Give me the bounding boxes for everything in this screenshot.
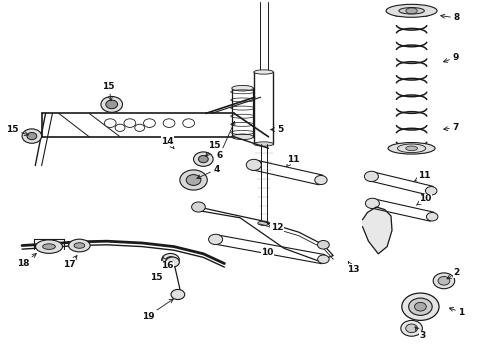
Text: 15: 15	[149, 263, 168, 282]
Ellipse shape	[232, 85, 253, 91]
Text: 15: 15	[6, 125, 28, 136]
Circle shape	[166, 257, 179, 267]
Circle shape	[135, 124, 145, 131]
Circle shape	[318, 240, 329, 249]
Text: 11: 11	[415, 171, 430, 181]
Ellipse shape	[22, 129, 42, 143]
Text: 14: 14	[161, 136, 174, 148]
Ellipse shape	[438, 276, 450, 285]
Ellipse shape	[415, 302, 426, 311]
Ellipse shape	[43, 244, 55, 249]
Circle shape	[115, 124, 125, 131]
Text: 15: 15	[102, 82, 115, 101]
Text: 16: 16	[161, 257, 174, 270]
Text: 11: 11	[287, 154, 299, 166]
Ellipse shape	[36, 240, 63, 253]
Circle shape	[425, 186, 437, 195]
Text: 7: 7	[444, 123, 459, 132]
Ellipse shape	[409, 298, 432, 315]
Ellipse shape	[27, 132, 37, 140]
Ellipse shape	[386, 4, 437, 17]
Text: 6: 6	[217, 121, 235, 160]
Text: 4: 4	[197, 165, 220, 179]
Circle shape	[144, 119, 155, 127]
Circle shape	[401, 320, 422, 336]
Text: 12: 12	[268, 223, 283, 232]
Circle shape	[192, 202, 205, 212]
Ellipse shape	[433, 273, 455, 289]
Circle shape	[318, 255, 329, 264]
Ellipse shape	[186, 175, 201, 185]
Ellipse shape	[388, 143, 435, 154]
Text: 17: 17	[63, 256, 77, 269]
Circle shape	[426, 212, 438, 221]
Ellipse shape	[402, 293, 439, 320]
Ellipse shape	[258, 221, 270, 225]
Circle shape	[124, 119, 136, 127]
Ellipse shape	[106, 100, 118, 109]
Circle shape	[183, 119, 195, 127]
Ellipse shape	[406, 8, 417, 14]
Text: 15: 15	[206, 141, 221, 156]
Circle shape	[104, 119, 116, 127]
Circle shape	[246, 159, 261, 170]
Text: 1: 1	[449, 307, 465, 317]
Ellipse shape	[254, 142, 273, 146]
Circle shape	[365, 171, 378, 181]
Ellipse shape	[69, 239, 90, 252]
Polygon shape	[363, 207, 392, 254]
Ellipse shape	[74, 243, 85, 248]
Ellipse shape	[198, 156, 208, 163]
Text: 13: 13	[346, 262, 359, 274]
Ellipse shape	[166, 257, 175, 263]
Circle shape	[163, 119, 175, 127]
Ellipse shape	[406, 146, 417, 150]
Text: 10: 10	[416, 194, 432, 205]
Text: 8: 8	[441, 13, 460, 22]
Circle shape	[366, 198, 379, 208]
Circle shape	[315, 175, 327, 185]
Circle shape	[171, 289, 185, 300]
Text: 19: 19	[142, 299, 173, 320]
Text: 2: 2	[447, 269, 460, 279]
Text: 10: 10	[261, 248, 274, 257]
Circle shape	[406, 324, 417, 333]
Ellipse shape	[194, 152, 213, 166]
Text: 18: 18	[17, 253, 36, 268]
Ellipse shape	[162, 253, 179, 266]
Text: 3: 3	[415, 327, 425, 340]
Ellipse shape	[399, 8, 424, 14]
Text: 5: 5	[271, 125, 283, 134]
Ellipse shape	[232, 134, 253, 140]
Ellipse shape	[180, 170, 207, 190]
Ellipse shape	[254, 70, 273, 74]
Circle shape	[209, 234, 222, 244]
Text: 9: 9	[443, 53, 459, 62]
Ellipse shape	[101, 96, 122, 112]
